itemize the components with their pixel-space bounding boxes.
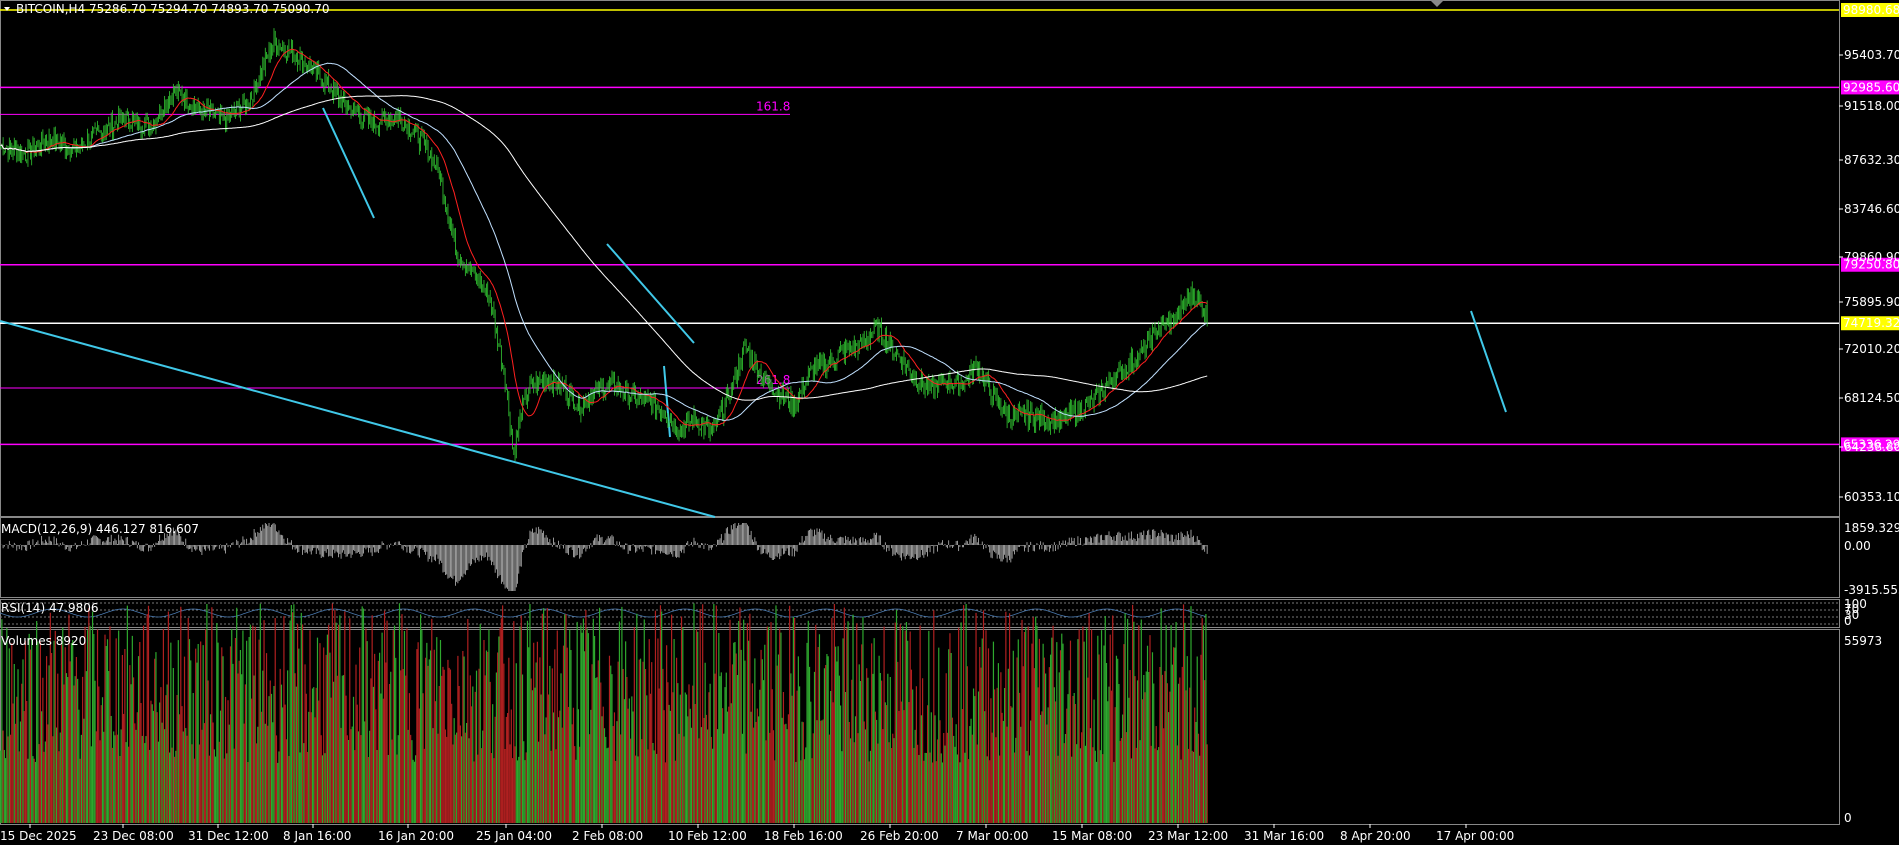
price-level-tag	[1841, 316, 1899, 331]
price-level-tag	[1841, 437, 1899, 452]
macd-pane: 1859.329 0.00 -3915.555	[1, 521, 1899, 597]
trend-line	[0, 320, 716, 518]
volume-tick-label: 55973	[1844, 634, 1882, 648]
price-tick-label: 87632.30	[1844, 153, 1899, 167]
time-tick-label: 17 Apr 00:00	[1436, 829, 1514, 843]
time-tick-label: 15 Mar 08:00	[1052, 829, 1132, 843]
trend-line	[322, 107, 375, 219]
time-tick-label: 7 Mar 00:00	[956, 829, 1029, 843]
price-tick-label: 79860.90	[1844, 250, 1899, 264]
price-level-tag	[1841, 257, 1899, 272]
time-tick-label: 31 Dec 12:00	[188, 829, 269, 843]
volume-tick-label: 0	[1844, 811, 1852, 825]
trend-lines	[0, 107, 1507, 518]
time-tick-label: 23 Dec 08:00	[93, 829, 174, 843]
price-tick-label: 91518.00	[1844, 99, 1899, 113]
price-tick-label: 95403.70	[1844, 48, 1899, 62]
price-tick-label: 72010.20	[1844, 342, 1899, 356]
rsi-tick-label: 30	[1844, 608, 1859, 622]
time-tick-label: 26 Feb 20:00	[860, 829, 939, 843]
price-tick-label: 60353.10	[1844, 490, 1899, 504]
time-tick-label: 23 Mar 12:00	[1148, 829, 1228, 843]
time-tick-label: 15 Dec 2025	[0, 829, 77, 843]
macd-label: MACD(12,26,9) 446.127 816.607	[1, 522, 199, 536]
rsi-tick-label: 100	[1844, 597, 1867, 611]
macd-tick-label: -3915.555	[1844, 583, 1899, 597]
price-level-label: 79250.80	[1843, 258, 1899, 272]
time-tick-label: 25 Jan 04:00	[476, 829, 552, 843]
time-tick-label: 31 Mar 16:00	[1244, 829, 1324, 843]
price-tick-label: 83746.60	[1844, 202, 1899, 216]
macd-tick-label: 0.00	[1844, 539, 1871, 553]
price-tick-label: 75895.90	[1844, 295, 1899, 309]
moving-averages	[0, 48, 1208, 427]
volumes-label: Volumes 8920	[1, 634, 86, 648]
scroll-marker-icon[interactable]	[1430, 0, 1444, 7]
price-tick-label: 64238.80	[1844, 440, 1899, 454]
fib-level-label: 161.8	[756, 99, 790, 113]
price-levels: 98980.68 92985.60 79250.80 74719.32 65336.29	[0, 3, 1899, 452]
price-level-label: 74719.32	[1843, 316, 1899, 330]
price-level-label: 98980.68	[1843, 3, 1899, 17]
ma-mid-line	[0, 62, 1208, 421]
macd-tick-label: 1859.329	[1844, 521, 1899, 535]
rsi-tick-label: 70	[1844, 602, 1859, 616]
price-level-tag	[1841, 3, 1899, 17]
ma-slow-line	[0, 95, 1208, 401]
time-axis: 15 Dec 2025 23 Dec 08:00 31 Dec 12:00 8 Jan…	[0, 824, 1514, 843]
price-axis: 95403.70 91518.00 87632.30 83746.60 79860.90…	[1839, 48, 1899, 504]
time-tick-label: 18 Feb 16:00	[764, 829, 843, 843]
price-level-tag	[1841, 80, 1899, 95]
price-level-label: 92985.60	[1843, 80, 1899, 94]
time-tick-label: 2 Feb 08:00	[572, 829, 643, 843]
time-tick-label: 16 Jan 20:00	[378, 829, 454, 843]
time-tick-label: 10 Feb 12:00	[668, 829, 747, 843]
trend-line	[606, 243, 695, 344]
trend-line	[1470, 310, 1507, 413]
price-level-label: 65336.29	[1843, 437, 1899, 451]
time-tick-label: 8 Jan 16:00	[283, 829, 351, 843]
collapse-triangle-icon[interactable]	[4, 7, 10, 11]
rsi-label: RSI(14) 47.9806	[1, 601, 99, 615]
ma-fast-line	[0, 48, 1208, 427]
rsi-tick-label: 0	[1844, 614, 1852, 628]
time-tick-label: 8 Apr 20:00	[1340, 829, 1411, 843]
candlesticks	[0, 28, 1208, 462]
chart-symbol-header: BITCOIN,H4 75286.70 75294.70 74893.70 75…	[16, 2, 330, 16]
volume-pane: 55973 0	[0, 603, 1882, 825]
price-tick-label: 68124.50	[1844, 391, 1899, 405]
